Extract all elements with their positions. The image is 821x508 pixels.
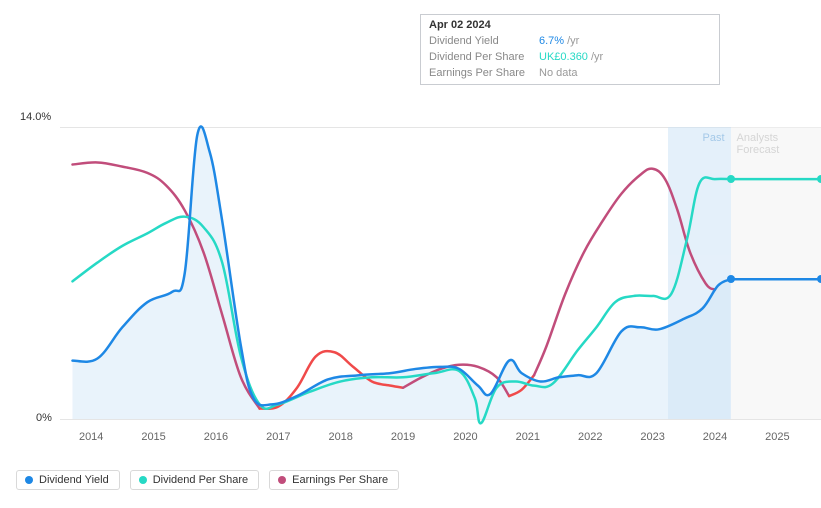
legend-label: Dividend Per Share <box>153 474 248 486</box>
legend-dot <box>139 476 147 484</box>
y-axis-label-top: 14.0% <box>20 111 51 123</box>
tooltip-date: Apr 02 2024 <box>421 15 719 33</box>
tooltip-label: Earnings Per Share <box>429 67 539 79</box>
plot-area[interactable]: Past Analysts Forecast <box>60 127 821 419</box>
tooltip-label: Dividend Per Share <box>429 51 539 63</box>
dividend-chart: Apr 02 2024 Dividend Yield 6.7%/yr Divid… <box>0 0 821 508</box>
chart-tooltip: Apr 02 2024 Dividend Yield 6.7%/yr Divid… <box>420 14 720 85</box>
tooltip-value: UK£0.360 <box>539 51 588 63</box>
tooltip-row-dps: Dividend Per Share UK£0.360/yr <box>421 49 719 65</box>
x-axis-label: 2018 <box>328 431 352 443</box>
tooltip-row-eps: Earnings Per Share No data <box>421 65 719 84</box>
x-axis-label: 2017 <box>266 431 290 443</box>
gridline-bottom <box>60 419 821 420</box>
x-axis-label: 2019 <box>391 431 415 443</box>
tooltip-value: 6.7% <box>539 35 564 47</box>
legend-item-yield[interactable]: Dividend Yield <box>16 470 120 490</box>
series-end-marker <box>817 175 821 183</box>
x-axis-label: 2021 <box>516 431 540 443</box>
legend: Dividend Yield Dividend Per Share Earnin… <box>16 470 399 490</box>
series-end-marker <box>727 175 735 183</box>
x-axis-label: 2022 <box>578 431 602 443</box>
chart-svg <box>60 127 821 419</box>
x-axis-label: 2023 <box>640 431 664 443</box>
series-end-marker <box>817 275 821 283</box>
tooltip-unit: /yr <box>591 51 603 63</box>
y-axis-label-bottom: 0% <box>36 412 52 424</box>
x-axis-label: 2016 <box>204 431 228 443</box>
x-axis-label: 2015 <box>141 431 165 443</box>
legend-dot <box>278 476 286 484</box>
area-fill <box>72 126 730 419</box>
x-axis-label: 2025 <box>765 431 789 443</box>
tooltip-label: Dividend Yield <box>429 35 539 47</box>
tooltip-row-yield: Dividend Yield 6.7%/yr <box>421 33 719 49</box>
x-axis-label: 2024 <box>703 431 727 443</box>
series-end-marker <box>727 275 735 283</box>
legend-label: Earnings Per Share <box>292 474 388 486</box>
tooltip-unit: /yr <box>567 35 579 47</box>
legend-item-dps[interactable]: Dividend Per Share <box>130 470 259 490</box>
x-axis-label: 2014 <box>79 431 103 443</box>
legend-label: Dividend Yield <box>39 474 109 486</box>
tooltip-value: No data <box>539 67 578 79</box>
x-axis-label: 2020 <box>453 431 477 443</box>
legend-item-eps[interactable]: Earnings Per Share <box>269 470 399 490</box>
legend-dot <box>25 476 33 484</box>
